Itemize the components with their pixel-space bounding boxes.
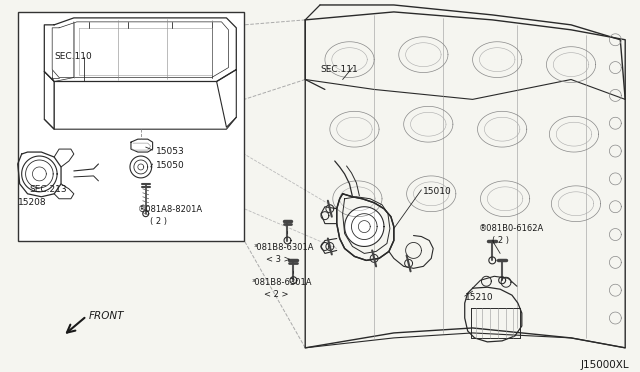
Polygon shape (130, 156, 152, 178)
Text: 15210: 15210 (465, 293, 493, 302)
Text: SEC.213: SEC.213 (29, 185, 67, 194)
Text: 15050: 15050 (156, 161, 184, 170)
Polygon shape (22, 156, 57, 192)
Text: SEC.110: SEC.110 (54, 52, 92, 61)
Polygon shape (344, 207, 384, 247)
Bar (18, 12, 244, 241)
Text: ( 2 ): ( 2 ) (492, 235, 509, 244)
Text: ®081B0-6162A: ®081B0-6162A (479, 224, 544, 232)
Text: ³081B8-6301A: ³081B8-6301A (254, 244, 314, 253)
Text: ®081A8-8201A: ®081A8-8201A (138, 205, 203, 214)
Text: FRONT: FRONT (88, 311, 124, 321)
Text: < 2 >: < 2 > (264, 290, 289, 299)
Text: SEC.111: SEC.111 (320, 65, 358, 74)
Text: ( 2 ): ( 2 ) (150, 217, 166, 226)
Text: 15010: 15010 (424, 187, 452, 196)
Text: J15000XL: J15000XL (581, 360, 630, 370)
Text: < 3 >: < 3 > (266, 256, 291, 264)
Text: 15053: 15053 (156, 147, 184, 156)
Text: 15208: 15208 (18, 198, 46, 207)
Text: ³081B8-6301A: ³081B8-6301A (252, 278, 312, 287)
